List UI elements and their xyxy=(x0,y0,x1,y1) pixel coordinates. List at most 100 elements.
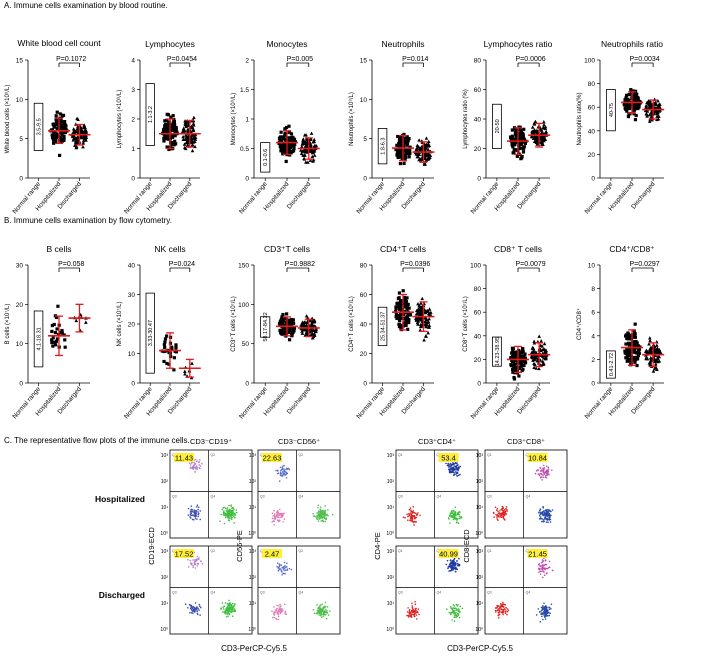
flow-event xyxy=(412,510,414,512)
flow-event xyxy=(416,611,419,614)
flow-event xyxy=(284,603,286,606)
flow-event xyxy=(223,605,226,607)
data-point xyxy=(530,134,535,139)
data-point xyxy=(397,322,401,327)
flow-event xyxy=(234,610,237,613)
flow-event xyxy=(411,602,413,605)
data-point xyxy=(304,160,308,164)
data-point xyxy=(624,342,628,346)
data-point xyxy=(61,123,65,127)
flow-event xyxy=(547,468,550,470)
flow-event xyxy=(498,610,501,612)
y-axis-label: B cells (×10⁷/L) xyxy=(4,304,11,345)
p-value: P=0.0297 xyxy=(629,261,659,268)
flow-event xyxy=(506,608,508,610)
quadrant-code: Q1 xyxy=(487,453,492,457)
flow-event xyxy=(198,609,200,611)
data-point xyxy=(74,136,78,141)
flow-event xyxy=(545,469,548,472)
flow-event xyxy=(453,565,455,567)
p-value: P=0.014 xyxy=(402,56,428,63)
flow-event xyxy=(449,522,451,524)
flow-event xyxy=(415,516,418,519)
flow-event xyxy=(407,519,409,522)
flow-event xyxy=(319,612,321,614)
flow-event xyxy=(412,611,414,614)
data-point xyxy=(164,131,168,135)
flow-event xyxy=(276,562,279,565)
data-point xyxy=(405,315,410,320)
data-point xyxy=(632,332,637,336)
flow-event xyxy=(545,471,547,474)
flow-event xyxy=(455,521,458,524)
data-point xyxy=(51,138,56,142)
quadrant-code: Q4 xyxy=(437,494,442,498)
data-point xyxy=(543,131,547,136)
flow-event xyxy=(538,568,541,571)
data-point xyxy=(511,367,515,372)
flow-event xyxy=(546,517,549,520)
flow-event xyxy=(227,603,229,606)
flow-event xyxy=(546,515,549,518)
flow-event xyxy=(499,605,501,608)
flow-event xyxy=(456,562,459,565)
flow-plot-frame xyxy=(484,449,568,539)
flow-event xyxy=(453,620,456,622)
flow-event xyxy=(458,609,460,611)
chart-title: Neutrophils ratio xyxy=(601,39,663,49)
flow-event xyxy=(543,468,545,471)
data-point xyxy=(55,327,59,331)
flow-y-label: CD4-PE xyxy=(373,532,382,560)
flow-event xyxy=(319,506,322,508)
data-point xyxy=(281,312,285,317)
data-point xyxy=(512,362,516,367)
normal-range-label: 40-75 xyxy=(609,103,615,117)
data-point xyxy=(514,129,518,133)
flow-event xyxy=(542,474,544,476)
data-point xyxy=(309,328,314,332)
data-point xyxy=(628,357,632,361)
flow-event xyxy=(323,606,326,609)
flow-event xyxy=(196,504,199,506)
flow-event xyxy=(316,512,318,514)
flow-event xyxy=(233,513,235,515)
data-point xyxy=(514,362,518,366)
data-point xyxy=(54,343,58,347)
y-tick-label: 20 xyxy=(474,357,482,364)
data-point xyxy=(59,123,63,128)
flow-event xyxy=(198,466,200,469)
data-point xyxy=(627,336,631,340)
y-axis-label: Neutrophils ratio(%) xyxy=(577,92,583,145)
data-point xyxy=(633,350,637,355)
flow-event xyxy=(450,510,453,512)
data-point xyxy=(512,350,516,355)
data-point xyxy=(394,306,398,311)
flow-event xyxy=(543,518,545,521)
data-point xyxy=(163,124,167,128)
flow-event xyxy=(318,607,321,610)
flow-event xyxy=(320,613,323,616)
flow-event xyxy=(539,511,542,514)
flow-tick-label: 10³ xyxy=(476,453,484,459)
data-point xyxy=(395,152,399,156)
flow-event xyxy=(278,566,280,569)
flow-event xyxy=(449,462,452,465)
flow-event xyxy=(191,518,194,521)
y-tick-label: 1 xyxy=(245,117,249,124)
data-point xyxy=(292,147,296,151)
y-tick-label: 80 xyxy=(588,81,596,88)
flow-event xyxy=(276,618,278,621)
quadrant-code: Q1 xyxy=(398,549,403,553)
flow-event xyxy=(539,573,542,575)
flow-event xyxy=(322,613,325,616)
flow-event xyxy=(417,608,420,610)
flow-event xyxy=(541,469,544,471)
data-point xyxy=(512,365,516,369)
flow-event xyxy=(322,615,325,617)
flow-event xyxy=(505,507,507,510)
data-point xyxy=(51,344,55,348)
flow-event xyxy=(458,517,460,520)
flow-event xyxy=(317,520,320,522)
flow-event xyxy=(274,612,276,614)
y-axis-label: CD4⁺T cells (×10⁷/L) xyxy=(348,296,355,351)
